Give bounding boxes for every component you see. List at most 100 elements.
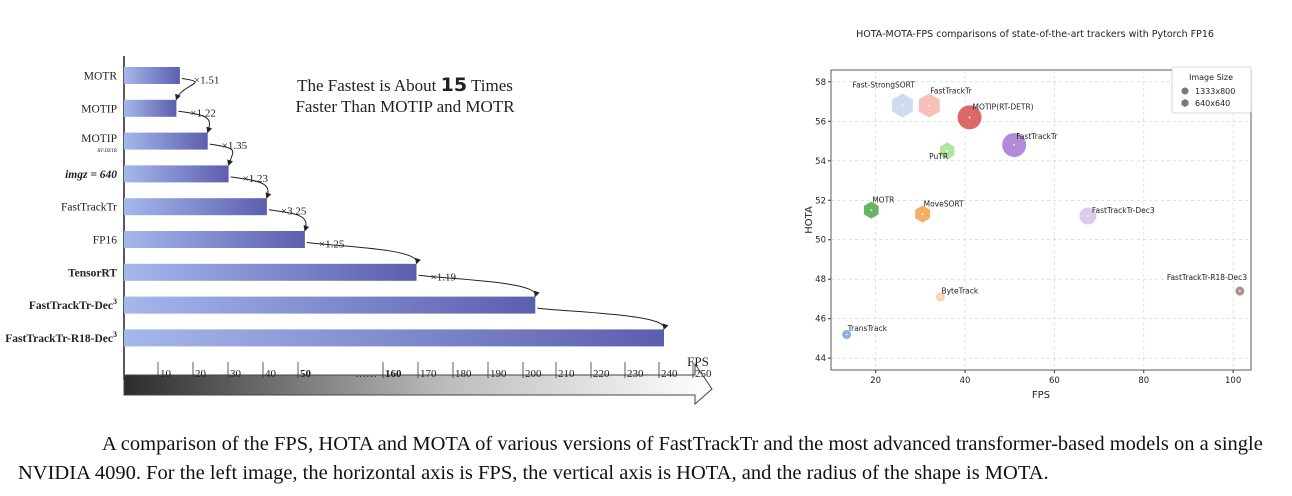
tick-label: 160 [385,368,402,380]
x-tick-label: 20 [870,376,881,386]
x-tick-label: 40 [960,376,971,386]
headline-line2: Faster Than MOTIP and MOTR [295,97,515,116]
scatter-point-center [1087,215,1089,217]
tick-label: 30 [230,368,242,380]
scatter-point-center [928,104,931,107]
category-label-1: MOTR [84,71,118,83]
scatter-y-label: HOTA [804,206,815,234]
y-tick-label: 54 [815,157,826,167]
tick-label: 240 [661,368,678,380]
bar-1 [124,67,180,84]
speedup-connector-4 [230,176,272,199]
tick-label: 10 [160,368,172,380]
scatter-point-center [968,116,971,119]
tick-label: 190 [490,368,507,380]
scatter-point-center [901,104,904,107]
fps-bar-chart: MOTR MOTIP MOTIP RT-DETR imgz = 640 FastTrack… [5,56,713,406]
y-tick-label: 56 [815,117,826,127]
bar-7 [124,263,417,281]
y-tick-label: 58 [815,78,826,88]
headline-line1: The Fastest is About 15 Times [297,74,513,96]
scatter-legend: Image Size 1333x800 640x640 [1171,66,1252,114]
scatter-x-label: FPS [1032,390,1050,401]
speedup-label-2: ×1.22 [190,107,215,119]
bar-6 [124,231,305,248]
speedup-connector-6 [306,242,421,265]
speedup-connector-8 [537,307,669,331]
scatter-plot-area [830,69,1252,371]
scatter-point-center [870,209,873,212]
speedup-connector-5 [268,209,310,232]
category-label-7: TensorRT [68,267,117,279]
category-subscript-3: RT-DETR [96,149,117,154]
scatter-point-center [921,213,924,215]
scatter-point-label-7: MoveSORT [924,200,964,209]
legend-item-640x640: 640x640 [1195,99,1230,108]
tick-label: …… [355,368,377,380]
speedup-label-7: ×1.19 [431,271,457,283]
tick-label: 250 [695,368,712,380]
category-label-9: FastTrackTr-R18-Dec3 [5,330,117,345]
category-label-8: FastTrackTr-Dec3 [29,297,117,312]
x-tick-label: 80 [1138,376,1149,386]
bar-2 [124,99,177,117]
tick-label: 180 [455,368,472,380]
category-label-5: FastTrackTr [61,202,117,214]
tick-label: 50 [300,368,312,380]
hota-fps-scatter-chart: HOTA-MOTA-FPS comparisons of state-of-th… [804,29,1252,401]
speedup-label-6: ×1.25 [319,239,345,251]
speedup-connector-1 [175,78,196,101]
speedup-label-3: ×1.35 [222,140,248,152]
scatter-point-label-5: PuTR [929,152,948,161]
scatter-point-center [1013,144,1016,146]
bar-5 [124,198,267,216]
legend-item-1333x800: 1333x800 [1195,87,1235,96]
scatter-point-center [939,296,942,298]
figure-caption: A comparison of the FPS, HOTA and MOTA o… [18,433,1263,484]
tick-label: 230 [627,368,644,380]
category-label-4: imgz = 640 [65,169,117,181]
tick-label: 40 [265,368,277,380]
x-tick-label: 100 [1225,376,1241,386]
speedup-label-5: ×3.25 [281,206,307,218]
bar-3 [124,132,208,150]
scatter-point-label-10: ByteTrack [941,286,978,295]
scatter-point-label-6: MOTR [872,196,894,205]
scatter-point-label-3: MOTIP(RT-DETR) [973,102,1034,111]
y-tick-label: 44 [815,354,826,364]
speedup-label-4: ×1.23 [243,173,269,185]
scatter-point-label-8: FastTrackTr-Dec3 [1092,206,1155,215]
tick-label: 210 [558,368,575,380]
scatter-point-label-2: FastTrackTr [930,87,972,96]
scatter-point-label-11: TransTrack [847,324,888,333]
y-tick-label: 50 [815,236,826,246]
bar-8 [124,296,536,314]
scatter-point-label-9: FastTrackTr-R18-Dec3 [1167,273,1247,282]
category-label-6: FP16 [93,235,118,247]
legend-title: Image Size [1189,73,1233,82]
scatter-point-label-4: FastTrackTr [1016,132,1058,141]
tick-label: 20 [195,368,207,380]
y-tick-label: 52 [815,196,826,206]
legend-marker-hexagon [1181,99,1189,107]
bar-4 [124,165,229,183]
speedup-connector-3 [209,143,234,167]
category-label-2: MOTIP [81,103,117,115]
speedup-connector-2 [178,110,213,134]
speedup-label-1: ×1.51 [194,75,219,87]
fps-axis-arrow [123,362,713,406]
tick-label: 220 [593,368,610,380]
speedup-connector-7 [418,274,540,298]
x-tick-label: 60 [1049,376,1060,386]
scatter-point-center [845,333,848,336]
bar-9 [124,329,664,347]
scatter-point-center [946,150,949,152]
tick-label: 170 [420,368,437,380]
scatter-title: HOTA-MOTA-FPS comparisons of state-of-th… [856,29,1214,40]
scatter-point-center [1238,290,1241,292]
tick-label: 200 [525,368,542,380]
fps-axis-label: FPS [687,354,709,369]
y-tick-label: 46 [815,315,826,325]
scatter-point-label-1: Fast-StrongSORT [852,81,915,90]
y-tick-label: 48 [815,275,826,285]
